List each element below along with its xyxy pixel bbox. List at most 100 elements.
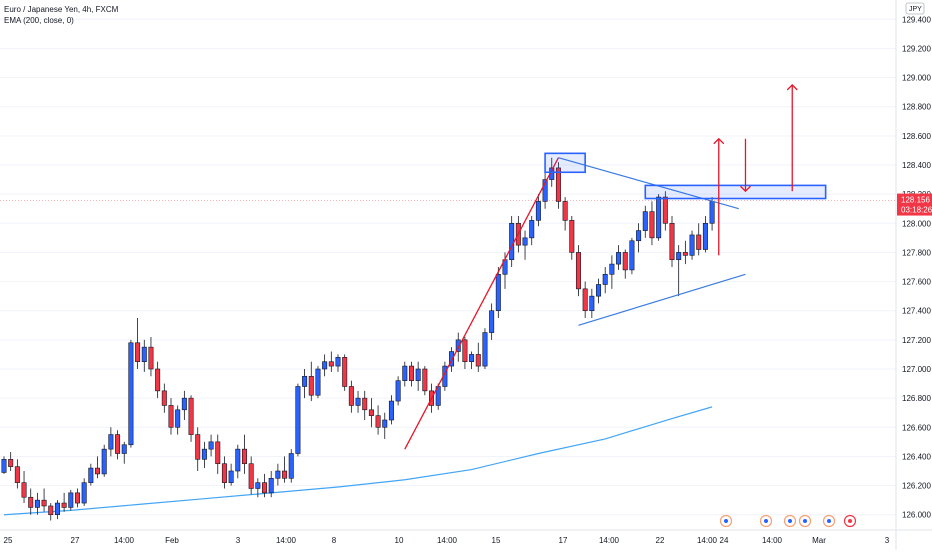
candle-body <box>61 502 67 508</box>
candle-body <box>696 234 702 250</box>
candle-body <box>81 482 87 504</box>
candle-body <box>302 375 308 387</box>
candle-body <box>34 499 40 508</box>
candle <box>48 503 54 521</box>
candle <box>14 459 20 489</box>
candle-body <box>676 252 682 261</box>
candle <box>88 463 94 486</box>
arrow-head <box>786 83 798 91</box>
candle-body <box>656 196 662 239</box>
candle-body <box>455 339 461 352</box>
arrow-head <box>713 137 725 145</box>
time-tick-label: 8 <box>332 536 337 545</box>
candle-body <box>168 405 174 428</box>
candle <box>362 390 368 420</box>
candle <box>262 473 268 498</box>
candle-body <box>41 499 47 507</box>
price-tick-label: 128.400 <box>902 161 931 170</box>
candle-body <box>395 380 401 402</box>
time-tick-label: 3 <box>885 536 890 545</box>
candle <box>422 366 428 396</box>
price-tick-label: 128.800 <box>902 103 931 112</box>
candle <box>168 398 174 435</box>
economic-event-marker[interactable] <box>759 514 773 528</box>
candle <box>562 197 568 231</box>
candle <box>1 456 7 474</box>
price-tick-label: 126.000 <box>902 511 931 520</box>
candle <box>368 398 374 428</box>
candle <box>649 201 655 246</box>
time-tick-label: 22 <box>656 536 665 545</box>
candle-body <box>522 237 528 246</box>
time-tick-label: 15 <box>492 536 501 545</box>
price-tick-label: 128.000 <box>902 219 931 228</box>
candle-body <box>375 415 381 428</box>
candle <box>335 354 341 372</box>
resistance-box-2 <box>644 184 827 200</box>
time-tick-label: Feb <box>165 536 179 545</box>
candle <box>622 249 628 279</box>
candle-body <box>569 220 575 253</box>
event-marker-dot <box>803 519 807 523</box>
candle-body <box>469 354 475 363</box>
economic-event-marker[interactable] <box>719 514 733 528</box>
candle <box>609 255 615 289</box>
candle <box>636 223 642 253</box>
price-tick-label: 129.000 <box>902 74 931 83</box>
price-tick-label: 129.400 <box>902 15 931 24</box>
candle <box>208 434 214 457</box>
candle-body <box>328 361 334 367</box>
candle <box>268 471 274 498</box>
candle-body <box>21 482 27 498</box>
candle <box>669 216 675 267</box>
candle <box>128 339 134 448</box>
grid-lines <box>0 18 896 516</box>
candle <box>235 444 241 479</box>
economic-event-marker[interactable] <box>798 514 812 528</box>
candle <box>342 354 348 391</box>
time-tick-label: 24 <box>720 536 729 545</box>
candle <box>215 434 221 474</box>
candle <box>596 278 602 304</box>
event-marker-dot <box>764 519 768 523</box>
candle-body <box>322 361 328 370</box>
economic-event-marker[interactable] <box>843 514 857 528</box>
candle-body <box>115 434 121 454</box>
candle-body <box>88 467 94 483</box>
candle <box>181 390 187 420</box>
time-tick-label: 3 <box>236 536 241 545</box>
candle <box>642 205 648 238</box>
economic-event-marker[interactable] <box>783 514 797 528</box>
economic-event-marker[interactable] <box>822 514 836 528</box>
candle <box>569 216 575 260</box>
arrow-head <box>740 185 751 193</box>
candle-body <box>161 390 167 406</box>
time-tick-label: 14:00 <box>697 536 718 545</box>
candle <box>8 452 14 471</box>
ema-200-line <box>3 406 713 516</box>
candle-body <box>335 357 341 367</box>
candle-body <box>315 368 321 396</box>
candle <box>616 245 622 270</box>
candle-body <box>255 482 261 489</box>
candle-body <box>208 441 214 450</box>
candle-body <box>148 346 154 370</box>
support-trendline <box>578 273 746 326</box>
time-tick-label: 14:00 <box>762 536 783 545</box>
event-markers[interactable] <box>719 514 857 528</box>
candle <box>121 441 127 464</box>
price-scale-bg <box>896 0 932 550</box>
candle-body <box>368 409 374 416</box>
candle-body <box>308 375 314 396</box>
candle-body <box>221 463 227 483</box>
candle-body <box>135 342 141 363</box>
candle <box>74 488 80 508</box>
candles-layer <box>1 157 715 521</box>
candle-body <box>28 496 34 508</box>
candle <box>462 336 468 369</box>
candle-body <box>268 477 274 494</box>
candle-body <box>649 211 655 239</box>
candle <box>509 216 515 267</box>
